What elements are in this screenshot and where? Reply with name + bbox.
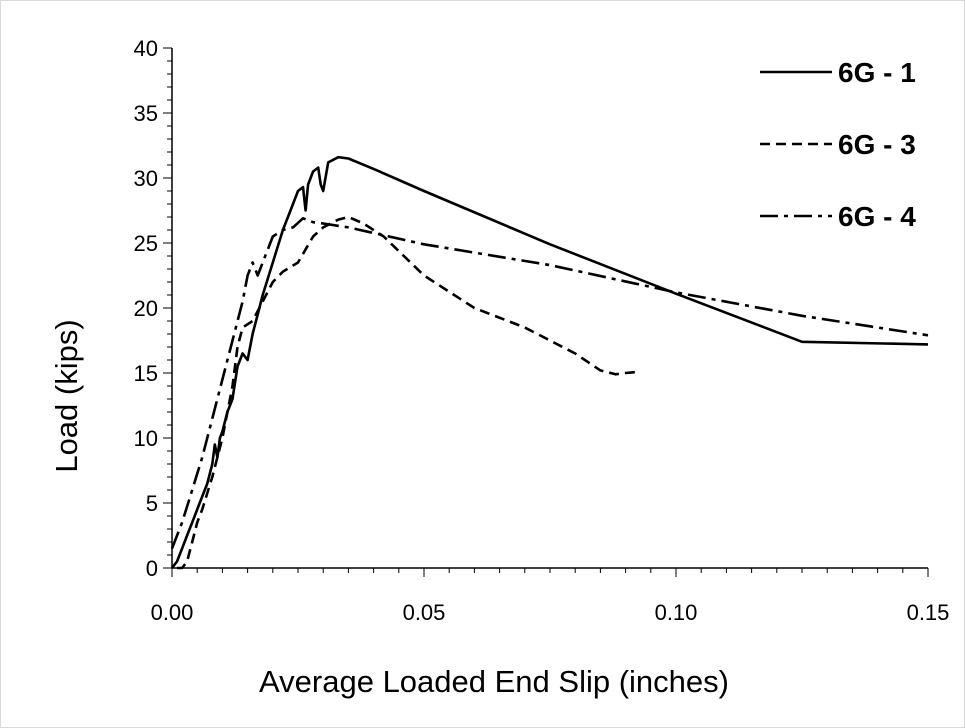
x-axis: 0.00 0.05 0.10 0.15 — [151, 567, 950, 625]
y-tick-label: 35 — [134, 101, 158, 126]
x-tick-label: 0.10 — [655, 600, 698, 625]
y-axis: 0 5 10 15 20 25 30 35 40 — [134, 36, 173, 581]
y-tick-label: 0 — [146, 556, 158, 581]
y-tick-label: 10 — [134, 426, 158, 451]
y-tick-label: 15 — [134, 361, 158, 386]
series-layer — [170, 155, 929, 570]
y-tick-label: 20 — [134, 296, 158, 321]
x-tick-label: 0.05 — [403, 600, 446, 625]
y-tick-label: 25 — [134, 231, 158, 256]
x-axis-title: Average Loaded End Slip (inches) — [259, 664, 729, 699]
legend-label-3: 6G - 4 — [838, 201, 916, 232]
y-tick-label: 40 — [134, 36, 158, 61]
series-line-2 — [177, 215, 641, 570]
series-line-1 — [170, 155, 929, 569]
x-tick-label: 0.15 — [907, 600, 950, 625]
y-axis-title: Load (kips) — [49, 319, 84, 472]
y-tick-label: 30 — [134, 166, 158, 191]
legend-label-2: 6G - 3 — [838, 129, 916, 160]
x-tick-label: 0.00 — [151, 600, 194, 625]
legend-label-1: 6G - 1 — [838, 57, 916, 88]
y-tick-label: 5 — [146, 491, 158, 516]
legend: 6G - 1 6G - 3 6G - 4 — [760, 57, 916, 232]
series-line-3 — [170, 217, 929, 549]
